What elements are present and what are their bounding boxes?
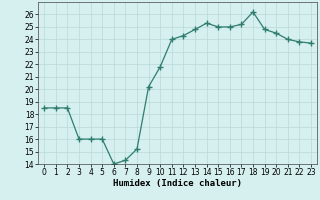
X-axis label: Humidex (Indice chaleur): Humidex (Indice chaleur) [113, 179, 242, 188]
